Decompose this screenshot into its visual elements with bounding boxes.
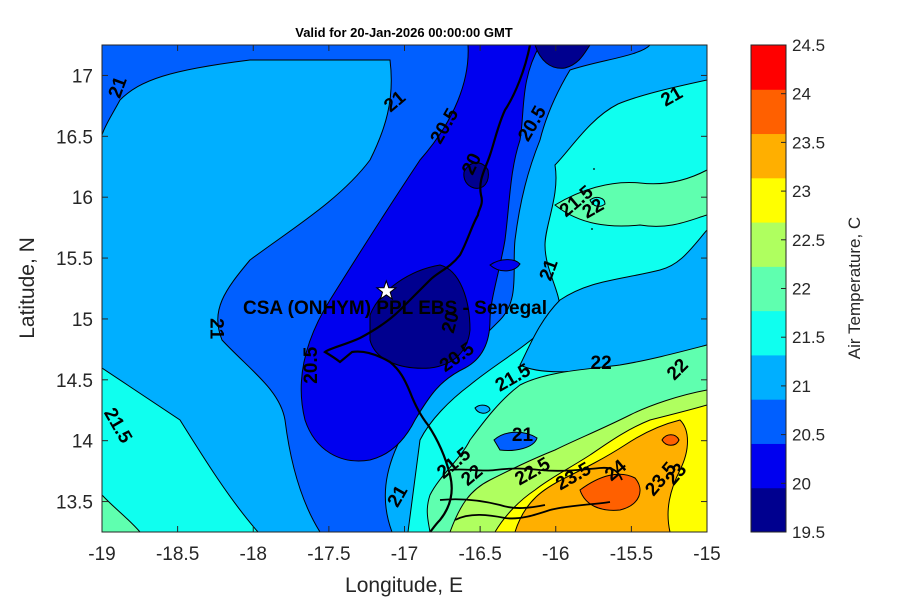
contour-label: 22 — [591, 353, 612, 374]
band-20.5-21-island — [493, 431, 538, 451]
colorbar-swatch — [751, 310, 786, 356]
colorbar-swatch — [751, 266, 786, 312]
colorbar-swatch — [751, 177, 786, 223]
y-axis: 13.5 14 14.5 15 15.5 16 16.5 17 — [56, 66, 707, 514]
figure-title: Valid for 20-Jan-2026 00:00:00 GMT — [295, 25, 513, 40]
y-tick-label: 17 — [72, 66, 93, 87]
y-tick-label: 15.5 — [56, 249, 93, 270]
colorbar-ticks: 19.5 20 20.5 21 21.5 22 22.5 23 23.5 24 24.5 — [781, 36, 825, 542]
contour-map — [102, 45, 707, 532]
band-21.5-22-west — [102, 494, 141, 532]
y-tick-label: 14 — [72, 432, 94, 453]
colorbar-tick-label: 21 — [792, 377, 811, 396]
colorbar — [750, 44, 787, 533]
contour-label: 21 — [205, 318, 226, 340]
band-24-24.5 — [579, 473, 641, 511]
colorbar-tick-label: 21.5 — [792, 328, 825, 347]
colorbar-tick-label: 23.5 — [792, 133, 825, 152]
x-tick-label: -15 — [693, 544, 720, 565]
band-20-20.5 — [300, 45, 541, 462]
station-star-icon — [375, 279, 398, 301]
x-tick-label: -19 — [88, 544, 115, 565]
colorbar-swatch — [751, 133, 786, 179]
x-tick-label: -17.5 — [307, 544, 350, 565]
station-marker: CSA (ONHYM) PPL EBS - Senegal — [243, 279, 547, 319]
band-20-20.5-mid — [489, 259, 521, 272]
colorbar-swatch — [751, 399, 786, 444]
contour-label: 20.5 — [301, 346, 322, 383]
colorbar-tick-label: 23 — [792, 182, 811, 201]
x-axis-label: Longitude, E — [345, 574, 463, 597]
gambia-border — [439, 466, 623, 521]
x-tick-label: -18.5 — [156, 544, 199, 565]
y-tick-label: 16 — [72, 188, 93, 209]
contour-label: 21 — [512, 425, 534, 446]
x-tick-label: -16.5 — [458, 544, 501, 565]
colorbar-tick-label: 24 — [792, 85, 811, 104]
x-tick-label: -17 — [391, 544, 418, 565]
band-19.5-20-top — [534, 45, 591, 69]
station-label: CSA (ONHYM) PPL EBS - Senegal — [243, 298, 547, 319]
colorbar-swatch — [751, 354, 786, 400]
colorbar-swatch — [751, 487, 786, 533]
x-axis: -19 -18.5 -18 -17.5 -17 -16.5 -16 -15.5 -15 — [88, 45, 721, 565]
y-axis-label: Latitude, N — [16, 237, 39, 339]
colorbar-tick-label: 22 — [792, 280, 811, 299]
band-19.5-20-east — [369, 264, 471, 369]
band-23.5-24 — [514, 419, 688, 532]
x-tick-label: -15.5 — [610, 544, 653, 565]
colorbar-tick-label: 19.5 — [792, 523, 825, 542]
colorbar-swatch — [751, 89, 786, 135]
colorbar-swatch — [751, 45, 786, 90]
band-24-24.5-east — [661, 434, 680, 446]
river-east — [591, 168, 595, 230]
colorbar-tick-label: 20.5 — [792, 426, 825, 445]
colorbar-swatch — [751, 443, 786, 489]
x-tick-label: -16 — [542, 544, 569, 565]
colorbar-swatch — [751, 222, 786, 267]
y-tick-label: 13.5 — [56, 493, 93, 514]
colorbar-tick-label: 22.5 — [792, 231, 825, 250]
band-21.5-22-island — [589, 196, 606, 207]
band-22-22.5 — [554, 169, 707, 227]
band-21-21.5-island — [474, 404, 491, 414]
coastline — [323, 45, 532, 532]
y-tick-label: 15 — [72, 310, 93, 331]
y-tick-label: 14.5 — [56, 371, 93, 392]
band-19.5-20-north — [463, 162, 489, 189]
colorbar-tick-label: 20 — [792, 474, 811, 493]
y-tick-label: 16.5 — [56, 127, 93, 148]
colorbar-tick-label: 24.5 — [792, 36, 825, 55]
colorbar-label: Air Temperature, C — [845, 217, 864, 359]
x-tick-label: -18 — [240, 544, 267, 565]
